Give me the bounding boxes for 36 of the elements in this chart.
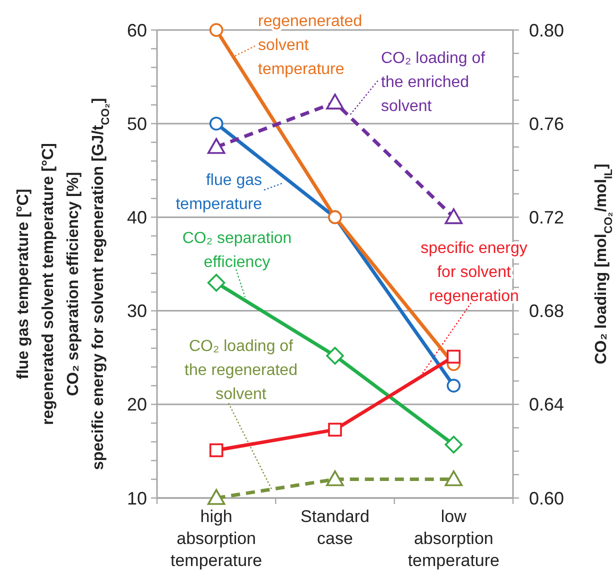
text: CO₂ loading of the regenerated solvent [184,338,298,403]
y2-tick-label: 0.76 [529,114,564,134]
legend-label: regenenerated solvent temperature [258,13,362,78]
y-tick-label: 20 [126,394,147,415]
point [446,378,461,393]
point [207,489,226,505]
y-tick-label: 60 [126,20,147,40]
y2-tick-label: 0.80 [529,20,564,40]
y2-tick-label: 0.68 [529,301,564,322]
point [444,208,463,224]
point [209,23,224,37]
y-tick-label: 40 [126,208,147,228]
series-label: CO₂ loading of the enriched solvent [381,50,486,115]
y-tick-label: 50 [126,114,147,134]
point [326,346,344,365]
y-tick-label: 10 [126,488,147,508]
series-label: flue gas temperature [176,172,262,213]
point [207,274,226,292]
point [444,436,463,454]
y2-tick-label: 0.72 [529,208,564,228]
point [326,470,344,486]
point [209,116,224,130]
point [328,422,342,437]
point [444,470,463,486]
point [446,350,461,364]
point [326,94,344,110]
point [207,138,226,154]
x-tick-label: high absorption temperature [170,507,262,570]
y-tick-label: 30 [126,301,147,322]
y2-tick-label: 0.64 [529,394,564,415]
y2-tick-label: 0.60 [529,488,564,508]
text: specific energy for solvent regeneration [420,240,528,305]
x-tick-label: low absorption temperature [408,507,500,570]
x-tick-label: Standard case [300,507,370,548]
series-label: CO₂ separation efficiency [182,230,292,271]
point [209,443,224,458]
